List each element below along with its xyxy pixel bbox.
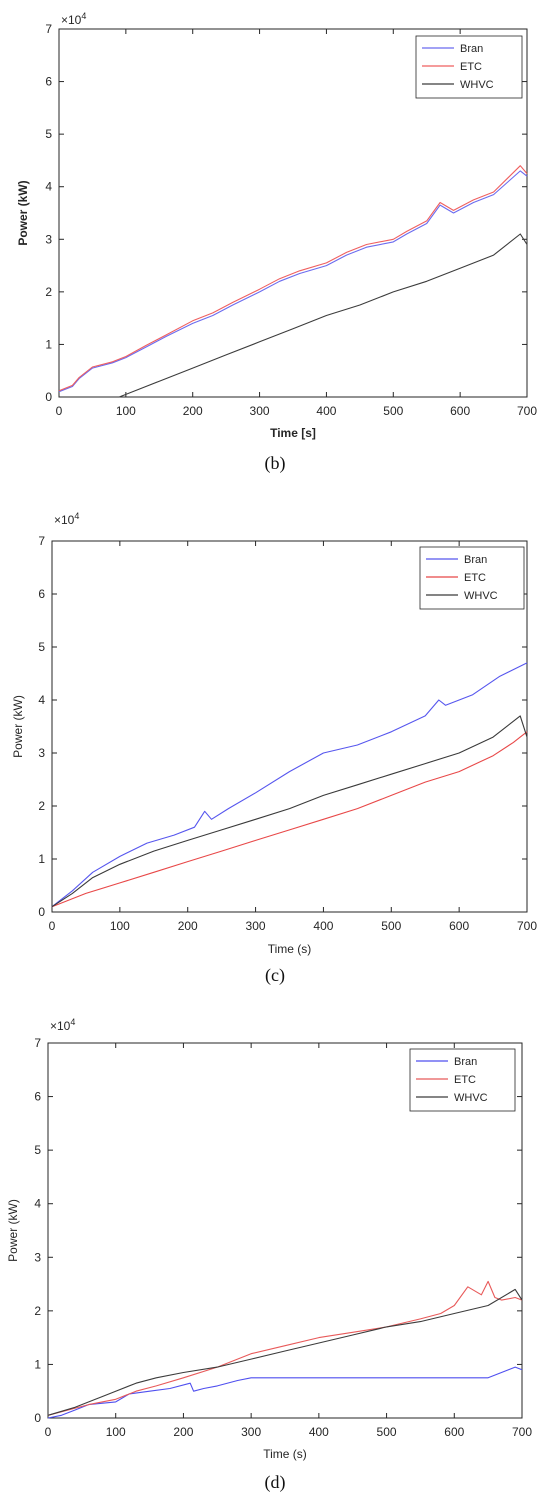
x-tick-label-d: 700 bbox=[512, 1425, 532, 1439]
x-tick-label-d: 300 bbox=[241, 1425, 261, 1439]
y-tick-label-b: 7 bbox=[45, 22, 52, 36]
y-tick-label-d: 4 bbox=[34, 1197, 41, 1211]
x-tick-label-c: 600 bbox=[449, 919, 469, 933]
y-tick-label-b: 2 bbox=[45, 285, 52, 299]
legend-label-whvc-b: WHVC bbox=[460, 79, 494, 91]
y-tick-label-d: 6 bbox=[34, 1090, 41, 1104]
chart-panel-b: 0 100 200 300 400 500 600 700 0 1 2 3 4 5 6 7 ×104 Time [… bbox=[0, 0, 550, 490]
x-tick-label-d: 0 bbox=[45, 1425, 52, 1439]
y-exponent-power-d: 4 bbox=[70, 1017, 75, 1027]
y-exponent-label-d: ×104 bbox=[50, 1017, 75, 1033]
x-tick-label-b: 200 bbox=[183, 404, 203, 418]
x-tick-label-b: 500 bbox=[383, 404, 403, 418]
chart-panel-c: 0 100 200 300 400 500 600 700 0 1 2 3 4 5 6 7 ×104 Time (… bbox=[0, 500, 550, 1010]
y-axis-label-c: Power (kW) bbox=[11, 695, 25, 758]
y-tick-label-d: 3 bbox=[34, 1250, 41, 1264]
x-tick-label-b: 300 bbox=[250, 404, 270, 418]
x-tick-label-b: 400 bbox=[316, 404, 336, 418]
legend-label-bran-d: Bran bbox=[454, 1056, 477, 1068]
series-line-whvc-c bbox=[51, 715, 528, 908]
series-line-bran-b bbox=[58, 170, 528, 393]
legend-label-whvc-c: WHVC bbox=[464, 590, 498, 602]
y-tick-label-c: 1 bbox=[38, 852, 45, 866]
series-line-whvc-d bbox=[47, 1288, 523, 1416]
y-tick-label-d: 5 bbox=[34, 1143, 41, 1157]
y-tick-label-b: 3 bbox=[45, 232, 52, 246]
x-tick-label-b: 600 bbox=[450, 404, 470, 418]
legend-box-b bbox=[415, 35, 523, 99]
chart-panel-d: 0 100 200 300 400 500 600 700 0 1 2 3 4 5 6 7 ×104 Time (… bbox=[0, 1010, 550, 1506]
x-tick-label-d: 100 bbox=[106, 1425, 126, 1439]
y-tick-label-c: 3 bbox=[38, 746, 45, 760]
y-tick-label-c: 4 bbox=[38, 693, 45, 707]
y-tick-label-d: 2 bbox=[34, 1304, 41, 1318]
y-exponent-power-c: 4 bbox=[74, 511, 79, 521]
series-line-etc-d bbox=[47, 1280, 523, 1416]
caption-d: (d) bbox=[264, 1472, 286, 1492]
caption-c: (c) bbox=[265, 965, 285, 985]
y-tick-label-c: 5 bbox=[38, 640, 45, 654]
x-tick-label-d: 500 bbox=[377, 1425, 397, 1439]
x-tick-label-d: 600 bbox=[444, 1425, 464, 1439]
legend-label-bran-c: Bran bbox=[464, 554, 487, 566]
y-axis-label-d: Power (kW) bbox=[6, 1199, 20, 1262]
y-tick-label-b: 1 bbox=[45, 337, 52, 351]
x-tick-label-d: 200 bbox=[173, 1425, 193, 1439]
series-line-etc-c bbox=[51, 731, 528, 908]
x-tick-label-c: 300 bbox=[246, 919, 266, 933]
series-line-etc-b bbox=[58, 165, 528, 392]
x-axis-label-d: Time (s) bbox=[263, 1447, 307, 1461]
legend-label-whvc-d: WHVC bbox=[454, 1092, 488, 1104]
x-tick-label-c: 0 bbox=[49, 919, 56, 933]
x-tick-label-c: 200 bbox=[178, 919, 198, 933]
x-tick-label-d: 400 bbox=[309, 1425, 329, 1439]
x-tick-label-b: 0 bbox=[56, 404, 63, 418]
y-tick-label-d: 1 bbox=[34, 1357, 41, 1371]
y-tick-label-b: 6 bbox=[45, 75, 52, 89]
y-tick-label-b: 4 bbox=[45, 180, 52, 194]
x-tick-label-c: 500 bbox=[381, 919, 401, 933]
chart-b-svg: 0 100 200 300 400 500 600 700 0 1 2 3 4 5 6 7 ×104 Time [… bbox=[16, 11, 537, 440]
x-tick-label-b: 700 bbox=[517, 404, 537, 418]
y-exponent-label-c: ×104 bbox=[54, 511, 79, 527]
x-tick-label-b: 100 bbox=[116, 404, 136, 418]
y-exponent-power-b: 4 bbox=[81, 11, 86, 21]
x-axis-label-c: Time (s) bbox=[268, 942, 312, 956]
y-tick-label-c: 6 bbox=[38, 587, 45, 601]
chart-c-svg: 0 100 200 300 400 500 600 700 0 1 2 3 4 5 6 7 ×104 Time (… bbox=[11, 511, 537, 956]
y-tick-label-b: 0 bbox=[45, 390, 52, 404]
y-tick-label-c: 2 bbox=[38, 799, 45, 813]
chart-d-svg: 0 100 200 300 400 500 600 700 0 1 2 3 4 5 6 7 ×104 Time (… bbox=[6, 1017, 532, 1461]
legend-label-etc-b: ETC bbox=[460, 61, 482, 73]
legend-box-c bbox=[419, 546, 525, 610]
legend-label-etc-c: ETC bbox=[464, 572, 486, 584]
legend-label-etc-d: ETC bbox=[454, 1074, 476, 1086]
series-line-whvc-b bbox=[118, 233, 528, 398]
series-line-bran-c bbox=[51, 662, 528, 908]
y-tick-label-d: 0 bbox=[34, 1411, 41, 1425]
y-tick-label-c: 7 bbox=[38, 534, 45, 548]
x-tick-label-c: 700 bbox=[517, 919, 537, 933]
y-axis-label-b: Power (kW) bbox=[16, 180, 30, 245]
series-line-bran-d bbox=[47, 1366, 523, 1419]
y-tick-label-c: 0 bbox=[38, 905, 45, 919]
x-axis-label-b: Time [s] bbox=[270, 426, 316, 440]
y-exponent-label-b: ×104 bbox=[61, 11, 86, 27]
legend-label-bran-b: Bran bbox=[460, 43, 483, 55]
y-tick-label-b: 5 bbox=[45, 127, 52, 141]
x-tick-label-c: 100 bbox=[110, 919, 130, 933]
y-tick-label-d: 7 bbox=[34, 1036, 41, 1050]
x-tick-label-c: 400 bbox=[313, 919, 333, 933]
legend-box-d bbox=[409, 1048, 516, 1112]
caption-b: (b) bbox=[264, 453, 286, 473]
